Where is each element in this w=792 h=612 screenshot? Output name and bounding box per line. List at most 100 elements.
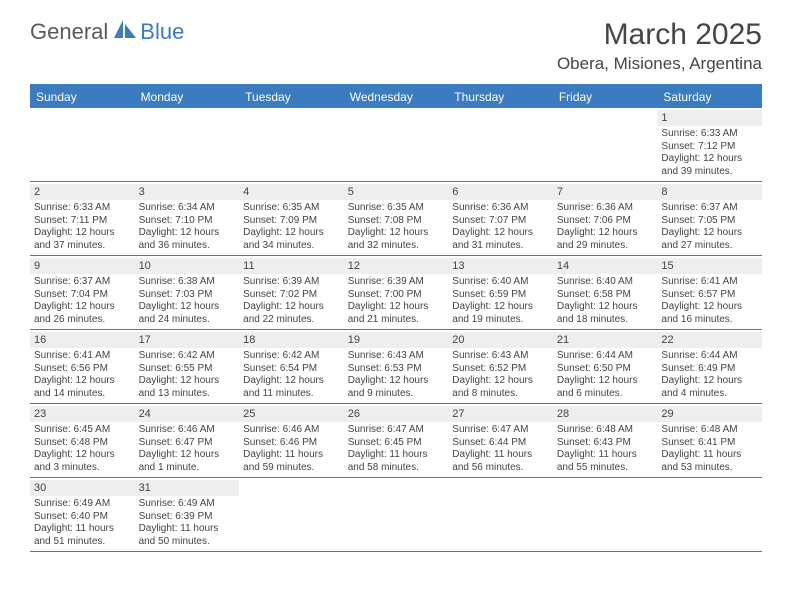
sunset-line: Sunset: 7:06 PM [557, 215, 654, 228]
sunrise-line: Sunrise: 6:35 AM [348, 202, 445, 215]
daylight-line: Daylight: 12 hours and 3 minutes. [34, 449, 131, 474]
daylight-line: Daylight: 12 hours and 24 minutes. [139, 301, 236, 326]
day-number: 19 [344, 332, 449, 348]
sunset-line: Sunset: 7:11 PM [34, 215, 131, 228]
day-number: 25 [239, 406, 344, 422]
daylight-line: Daylight: 12 hours and 4 minutes. [661, 375, 758, 400]
sunrise-line: Sunrise: 6:38 AM [139, 276, 236, 289]
empty-cell [448, 478, 553, 551]
sunrise-line: Sunrise: 6:33 AM [661, 128, 758, 141]
day-number: 6 [448, 184, 553, 200]
sunset-line: Sunset: 7:05 PM [661, 215, 758, 228]
sunrise-line: Sunrise: 6:39 AM [348, 276, 445, 289]
day-number: 22 [657, 332, 762, 348]
day-cell: 12Sunrise: 6:39 AMSunset: 7:00 PMDayligh… [344, 256, 449, 329]
daylight-line: Daylight: 12 hours and 9 minutes. [348, 375, 445, 400]
empty-cell [553, 108, 658, 181]
daylight-line: Daylight: 11 hours and 53 minutes. [661, 449, 758, 474]
sunset-line: Sunset: 7:09 PM [243, 215, 340, 228]
logo: General Blue [30, 18, 184, 45]
week-row: 23Sunrise: 6:45 AMSunset: 6:48 PMDayligh… [30, 404, 762, 478]
sunset-line: Sunset: 6:40 PM [34, 511, 131, 524]
day-number: 9 [30, 258, 135, 274]
sunset-line: Sunset: 6:54 PM [243, 363, 340, 376]
week-row: 1Sunrise: 6:33 AMSunset: 7:12 PMDaylight… [30, 108, 762, 182]
day-header-cell: Saturday [657, 86, 762, 108]
day-number: 14 [553, 258, 658, 274]
daylight-line: Daylight: 12 hours and 1 minute. [139, 449, 236, 474]
day-cell: 20Sunrise: 6:43 AMSunset: 6:52 PMDayligh… [448, 330, 553, 403]
sunrise-line: Sunrise: 6:41 AM [661, 276, 758, 289]
day-cell: 19Sunrise: 6:43 AMSunset: 6:53 PMDayligh… [344, 330, 449, 403]
sunset-line: Sunset: 7:03 PM [139, 289, 236, 302]
daylight-line: Daylight: 12 hours and 39 minutes. [661, 153, 758, 178]
day-header-row: SundayMondayTuesdayWednesdayThursdayFrid… [30, 86, 762, 108]
sunrise-line: Sunrise: 6:47 AM [348, 424, 445, 437]
day-cell: 28Sunrise: 6:48 AMSunset: 6:43 PMDayligh… [553, 404, 658, 477]
daylight-line: Daylight: 12 hours and 27 minutes. [661, 227, 758, 252]
daylight-line: Daylight: 11 hours and 55 minutes. [557, 449, 654, 474]
empty-cell [553, 478, 658, 551]
day-number: 4 [239, 184, 344, 200]
sunset-line: Sunset: 7:02 PM [243, 289, 340, 302]
sunrise-line: Sunrise: 6:40 AM [452, 276, 549, 289]
day-number: 31 [135, 480, 240, 496]
day-number: 8 [657, 184, 762, 200]
day-cell: 30Sunrise: 6:49 AMSunset: 6:40 PMDayligh… [30, 478, 135, 551]
sunrise-line: Sunrise: 6:33 AM [34, 202, 131, 215]
calendar: SundayMondayTuesdayWednesdayThursdayFrid… [30, 84, 762, 552]
sunset-line: Sunset: 6:46 PM [243, 437, 340, 450]
header: General Blue March 2025 Obera, Misiones,… [0, 0, 792, 80]
day-cell: 24Sunrise: 6:46 AMSunset: 6:47 PMDayligh… [135, 404, 240, 477]
sunset-line: Sunset: 6:52 PM [452, 363, 549, 376]
daylight-line: Daylight: 12 hours and 34 minutes. [243, 227, 340, 252]
day-cell: 18Sunrise: 6:42 AMSunset: 6:54 PMDayligh… [239, 330, 344, 403]
daylight-line: Daylight: 12 hours and 22 minutes. [243, 301, 340, 326]
daylight-line: Daylight: 11 hours and 51 minutes. [34, 523, 131, 548]
sunset-line: Sunset: 7:04 PM [34, 289, 131, 302]
empty-cell [344, 108, 449, 181]
day-cell: 5Sunrise: 6:35 AMSunset: 7:08 PMDaylight… [344, 182, 449, 255]
sunrise-line: Sunrise: 6:42 AM [243, 350, 340, 363]
day-number: 11 [239, 258, 344, 274]
sunset-line: Sunset: 6:41 PM [661, 437, 758, 450]
day-cell: 25Sunrise: 6:46 AMSunset: 6:46 PMDayligh… [239, 404, 344, 477]
sunset-line: Sunset: 6:44 PM [452, 437, 549, 450]
day-number: 10 [135, 258, 240, 274]
day-cell: 11Sunrise: 6:39 AMSunset: 7:02 PMDayligh… [239, 256, 344, 329]
month-title: March 2025 [557, 18, 762, 52]
daylight-line: Daylight: 12 hours and 26 minutes. [34, 301, 131, 326]
sunrise-line: Sunrise: 6:34 AM [139, 202, 236, 215]
day-header-cell: Tuesday [239, 86, 344, 108]
sunset-line: Sunset: 6:39 PM [139, 511, 236, 524]
sunset-line: Sunset: 6:59 PM [452, 289, 549, 302]
day-number: 17 [135, 332, 240, 348]
sunset-line: Sunset: 6:53 PM [348, 363, 445, 376]
day-number: 15 [657, 258, 762, 274]
sunrise-line: Sunrise: 6:44 AM [661, 350, 758, 363]
week-row: 16Sunrise: 6:41 AMSunset: 6:56 PMDayligh… [30, 330, 762, 404]
daylight-line: Daylight: 12 hours and 14 minutes. [34, 375, 131, 400]
day-number: 13 [448, 258, 553, 274]
sunrise-line: Sunrise: 6:49 AM [139, 498, 236, 511]
sunset-line: Sunset: 7:12 PM [661, 141, 758, 154]
day-number: 21 [553, 332, 658, 348]
sunset-line: Sunset: 7:07 PM [452, 215, 549, 228]
week-row: 9Sunrise: 6:37 AMSunset: 7:04 PMDaylight… [30, 256, 762, 330]
day-header-cell: Sunday [30, 86, 135, 108]
sunrise-line: Sunrise: 6:46 AM [139, 424, 236, 437]
daylight-line: Daylight: 12 hours and 16 minutes. [661, 301, 758, 326]
day-number: 30 [30, 480, 135, 496]
sunrise-line: Sunrise: 6:35 AM [243, 202, 340, 215]
day-number: 24 [135, 406, 240, 422]
empty-cell [657, 478, 762, 551]
daylight-line: Daylight: 12 hours and 36 minutes. [139, 227, 236, 252]
day-header-cell: Wednesday [344, 86, 449, 108]
sunrise-line: Sunrise: 6:47 AM [452, 424, 549, 437]
day-cell: 31Sunrise: 6:49 AMSunset: 6:39 PMDayligh… [135, 478, 240, 551]
sunrise-line: Sunrise: 6:43 AM [452, 350, 549, 363]
day-cell: 2Sunrise: 6:33 AMSunset: 7:11 PMDaylight… [30, 182, 135, 255]
day-number: 3 [135, 184, 240, 200]
daylight-line: Daylight: 12 hours and 13 minutes. [139, 375, 236, 400]
sunset-line: Sunset: 6:55 PM [139, 363, 236, 376]
